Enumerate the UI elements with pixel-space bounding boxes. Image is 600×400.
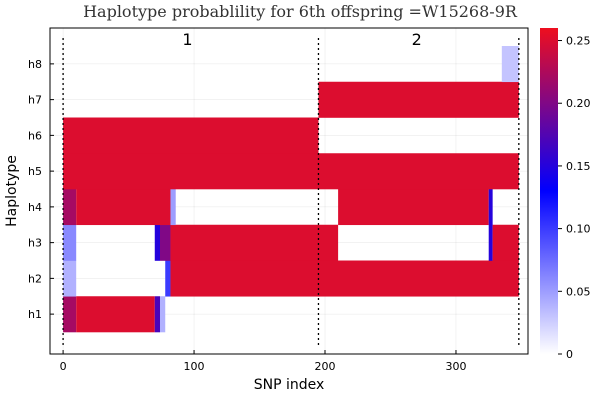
heatmap-cell (170, 189, 176, 226)
x-tick-label: 200 (315, 360, 336, 373)
heatmap-cell (63, 117, 319, 154)
y-tick-label: h3 (28, 237, 42, 250)
colorbar-tick-label: 0.15 (566, 160, 591, 173)
y-tick-label: h7 (28, 94, 42, 107)
segment-label: 1 (182, 30, 192, 49)
y-tick-label: h2 (28, 272, 42, 285)
heatmap-cell (488, 224, 493, 261)
heatmap-cell (492, 224, 519, 261)
colorbar-gradient (540, 28, 558, 354)
y-axis-label: Haplotype (4, 155, 20, 227)
x-tick-label: 0 (60, 360, 67, 373)
colorbar-tick-label: 0.20 (566, 97, 591, 110)
y-tick-label: h5 (28, 165, 42, 178)
heatmap-cell (165, 260, 171, 297)
y-tick-label: h8 (28, 58, 42, 71)
colorbar: 0 0.05 0.10 0.15 0.20 0.25 (540, 28, 591, 361)
heatmap-cell (63, 224, 77, 261)
x-tick-label: 100 (184, 360, 205, 373)
colorbar-tick-label: 0 (566, 348, 573, 361)
heatmap-cell (63, 296, 77, 333)
heatmap-cell (154, 224, 161, 261)
y-tick-label: h4 (28, 201, 42, 214)
y-tick-label: h1 (28, 308, 42, 321)
y-axis: h1 h2 h3 h4 h5 h6 h7 h8 (28, 58, 54, 321)
heatmap-cell (170, 224, 339, 261)
x-tick-label: 300 (445, 360, 466, 373)
heatmap-cell (170, 260, 519, 297)
heatmap-cell (76, 296, 155, 333)
plot-frame (49, 27, 529, 355)
x-axis: 0 100 200 300 (60, 350, 466, 373)
segment-boundaries (62, 38, 520, 346)
heatmap-cells (63, 46, 519, 333)
heatmap-cell (488, 189, 493, 226)
chart-title: Haplotype probablility for 6th offspring… (83, 2, 518, 21)
y-tick-label: h6 (28, 129, 42, 142)
heatmap-cell (160, 224, 171, 261)
heatmap-cell (338, 189, 489, 226)
heatmap-cell (76, 189, 171, 226)
heatmap-cell (160, 296, 166, 333)
heatmap-cell (501, 46, 519, 83)
colorbar-ticks: 0 0.05 0.10 0.15 0.20 0.25 (558, 35, 591, 361)
heatmap-cell (63, 260, 77, 297)
heatmap-cell (63, 189, 77, 226)
heatmap-cell (318, 81, 519, 118)
colorbar-tick-label: 0.05 (566, 285, 591, 298)
heatmap-cell (63, 153, 519, 190)
x-axis-label: SNP index (254, 377, 325, 393)
colorbar-tick-label: 0.10 (566, 223, 591, 236)
colorbar-tick-label: 0.25 (566, 35, 591, 48)
segment-label: 2 (412, 30, 422, 49)
heatmap-cell (154, 296, 161, 333)
